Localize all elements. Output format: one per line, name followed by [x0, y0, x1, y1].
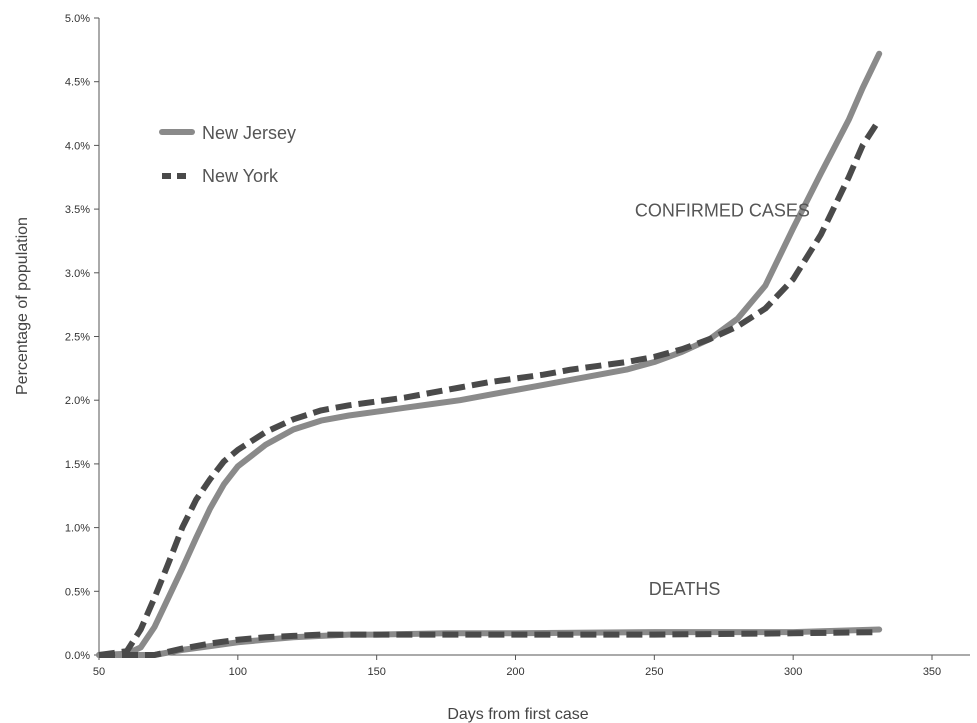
- y-tick-label: 3.0%: [65, 268, 90, 280]
- x-tick-label: 100: [229, 666, 247, 678]
- legend-label-new-york: New York: [202, 166, 279, 186]
- legend: New Jersey New York: [159, 123, 296, 186]
- legend-label-new-jersey: New Jersey: [202, 123, 296, 143]
- y-tick-label: 4.5%: [65, 77, 90, 89]
- y-tick-label: 1.5%: [65, 459, 90, 471]
- y-tick-label: 1.0%: [65, 523, 90, 535]
- y-tick-label: 2.5%: [65, 332, 90, 344]
- axes: [98, 18, 970, 656]
- series-line-new-york-deaths: [99, 629, 880, 658]
- y-tick-label: 4.0%: [65, 140, 90, 152]
- x-tick-label: 150: [367, 666, 385, 678]
- annotations: CONFIRMED CASES DEATHS: [635, 201, 810, 599]
- annotation-confirmed-cases: CONFIRMED CASES: [635, 201, 810, 221]
- x-tick-label: 250: [645, 666, 663, 678]
- x-tick-label: 200: [506, 666, 524, 678]
- x-tick-label: 350: [923, 666, 941, 678]
- x-axis-title: Days from first case: [447, 706, 588, 723]
- series-line-new-jersey-confirmed: [96, 50, 883, 658]
- series-line-new-york-confirmed: [98, 118, 882, 658]
- x-ticks: 50 100 150 200 250 300 350: [93, 655, 941, 678]
- series-layer: [96, 50, 883, 658]
- y-tick-label: 5.0%: [65, 13, 90, 25]
- y-axis-title: Percentage of population: [14, 217, 31, 395]
- x-tick-label: 300: [784, 666, 802, 678]
- y-tick-label: 2.0%: [65, 395, 90, 407]
- x-tick-label: 50: [93, 666, 105, 678]
- y-tick-label: 0.0%: [65, 650, 90, 662]
- annotation-deaths: DEATHS: [649, 579, 721, 599]
- y-tick-label: 3.5%: [65, 204, 90, 216]
- y-ticks: 0.0% 0.5% 1.0% 1.5% 2.0% 2.5% 3.0% 3.5% 4.0% 4.5%…: [65, 13, 99, 662]
- y-tick-label: 0.5%: [65, 586, 90, 598]
